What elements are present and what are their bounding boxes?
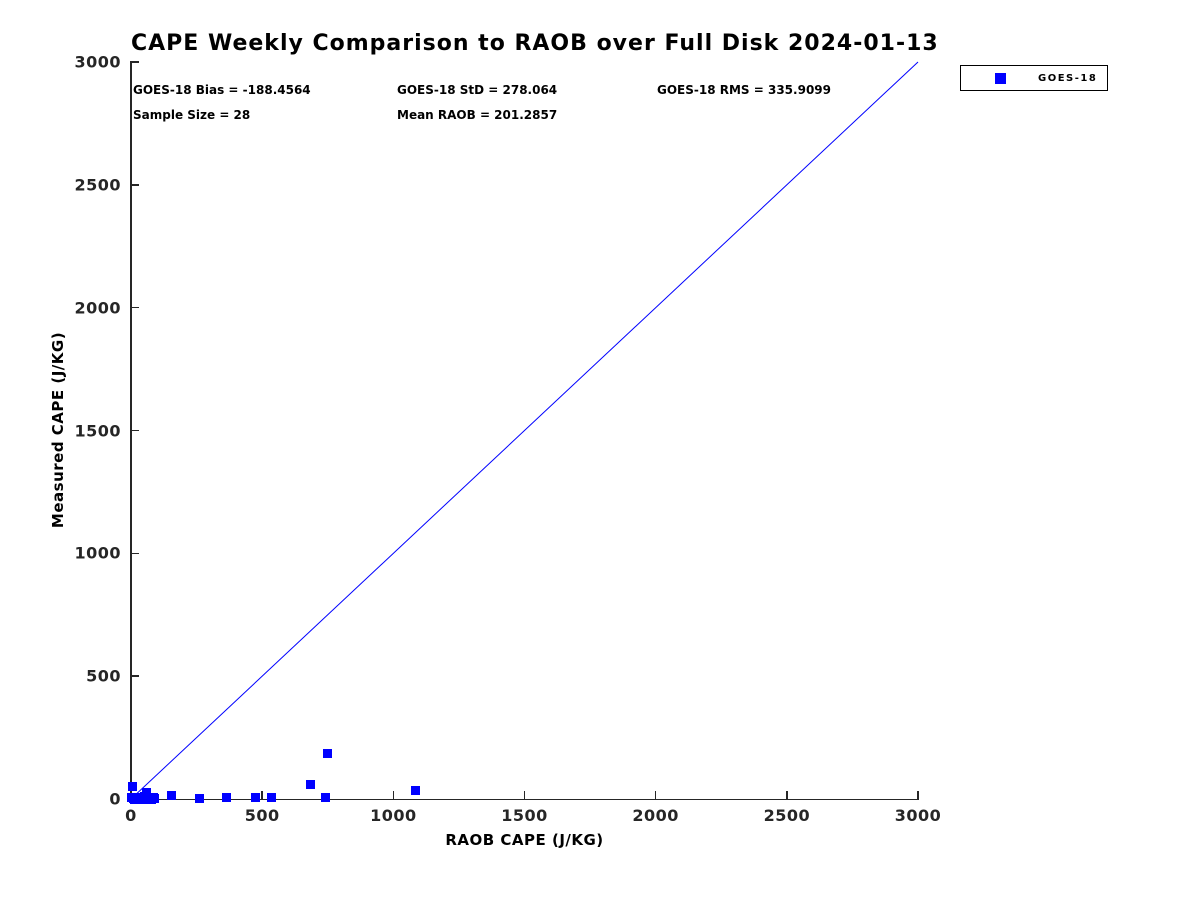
x-tick <box>917 791 919 799</box>
x-tick-label: 500 <box>244 806 280 825</box>
data-point <box>251 792 261 802</box>
x-tick-label: 1000 <box>370 806 417 825</box>
y-tick <box>131 429 139 432</box>
identity-line <box>130 61 919 800</box>
y-tick-label: 2500 <box>74 175 121 195</box>
data-point <box>150 794 160 803</box>
y-tick <box>131 184 139 186</box>
stat-rms: GOES-18 RMS = 335.9099 <box>657 83 831 97</box>
chart-title: CAPE Weekly Comparison to RAOB over Full… <box>131 31 939 56</box>
stat-bias: GOES-18 Bias = -188.4564 <box>133 83 311 97</box>
x-tick <box>523 791 526 799</box>
stat-sample-size: Sample Size = 28 <box>133 108 251 122</box>
x-axis-label: RAOB CAPE (J/KG) <box>445 831 604 849</box>
x-tick-label: 3000 <box>894 806 942 825</box>
y-axis-label: Measured CAPE (J/KG) <box>49 331 67 529</box>
y-tick <box>131 306 139 309</box>
x-tick <box>392 791 395 799</box>
data-point <box>320 792 330 802</box>
x-tick-label: 1500 <box>501 806 548 825</box>
data-point <box>222 792 232 802</box>
data-point <box>411 785 421 795</box>
plot-area <box>127 61 919 804</box>
x-tick-label: 2500 <box>763 806 811 825</box>
y-tick <box>131 61 139 63</box>
y-tick <box>131 675 139 677</box>
data-point <box>167 790 177 800</box>
y-axis-line <box>130 61 132 800</box>
legend-marker-square-icon <box>995 72 1006 84</box>
data-point <box>194 794 204 803</box>
x-tick-label: 0 <box>125 806 137 825</box>
legend: GOES-18 <box>960 65 1108 91</box>
stat-mean-raob: Mean RAOB = 201.2857 <box>397 108 558 122</box>
x-tick <box>654 791 657 799</box>
data-point <box>306 780 316 790</box>
y-tick-label: 3000 <box>74 52 121 72</box>
x-axis-line <box>130 798 919 801</box>
x-tick <box>261 791 263 799</box>
y-tick-label: 500 <box>86 666 121 686</box>
stat-std: GOES-18 StD = 278.064 <box>397 83 558 97</box>
data-point <box>323 748 333 758</box>
data-point <box>266 792 276 802</box>
x-tick-label: 2000 <box>632 806 679 825</box>
y-tick-label: 2000 <box>74 298 121 318</box>
y-tick-label: 0 <box>109 789 121 809</box>
y-tick-label: 1000 <box>74 543 121 563</box>
legend-label: GOES-18 <box>1038 72 1098 84</box>
y-tick <box>131 552 139 555</box>
y-tick-label: 1500 <box>74 421 121 440</box>
data-point <box>127 782 137 792</box>
x-tick <box>786 791 788 799</box>
